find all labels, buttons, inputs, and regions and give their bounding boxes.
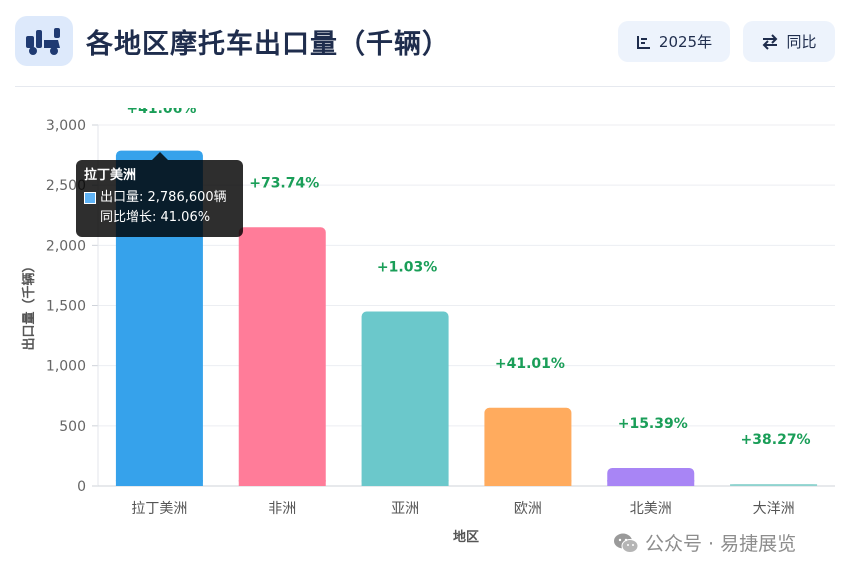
year-button-label: 2025年 <box>658 33 713 51</box>
tooltip-value-row: 出口量: 2,786,600辆 <box>84 188 235 208</box>
tooltip: 拉丁美洲 出口量: 2,786,600辆 同比增长: 41.06% <box>76 160 243 237</box>
bar-base <box>115 480 203 486</box>
bar-base <box>484 480 572 486</box>
bar-base <box>238 480 326 486</box>
x-tick-label: 欧洲 <box>514 501 542 517</box>
y-tick-label: 1,000 <box>46 359 86 375</box>
tooltip-caret <box>152 152 168 160</box>
yoy-button-label: 同比 <box>786 33 817 51</box>
bar[interactable] <box>238 227 326 487</box>
header-divider <box>15 86 835 87</box>
bar-chart-icon <box>636 35 650 49</box>
watermark: 公众号 · 易捷展览 <box>613 529 796 556</box>
bar-base <box>730 484 818 486</box>
yoy-button[interactable]: 同比 <box>743 21 835 62</box>
header: 各地区摩托车出口量（千辆） 2025年 同比 <box>0 0 860 86</box>
growth-label: +38.27% <box>741 432 811 448</box>
y-tick-label: 3,000 <box>46 118 86 134</box>
swap-arrows-icon <box>763 33 778 50</box>
growth-label: +73.74% <box>249 175 319 191</box>
motorcycle-icon <box>15 16 73 66</box>
tooltip-title: 拉丁美洲 <box>84 168 137 183</box>
growth-label: +41.06% <box>126 101 196 117</box>
bar-base <box>607 480 695 486</box>
growth-label: +41.01% <box>495 356 565 372</box>
year-button[interactable]: 2025年 <box>618 21 730 62</box>
tooltip-value: 出口量: 2,786,600辆 <box>100 190 227 205</box>
x-tick-label: 亚洲 <box>391 501 419 517</box>
x-tick-label: 非洲 <box>268 501 296 517</box>
watermark-text: 公众号 · 易捷展览 <box>645 533 797 555</box>
page-title: 各地区摩托车出口量（千辆） <box>86 29 450 60</box>
y-axis-label: 出口量（千辆） <box>21 259 37 350</box>
wechat-icon <box>614 533 639 553</box>
bar[interactable] <box>484 407 572 486</box>
x-tick-label: 北美洲 <box>630 501 672 517</box>
x-tick-label: 大洋洲 <box>753 501 795 517</box>
bar-base <box>361 480 449 486</box>
growth-label: +1.03% <box>377 260 437 276</box>
growth-label: +15.39% <box>618 416 688 432</box>
y-tick-label: 2,000 <box>46 238 86 254</box>
tooltip-swatch <box>84 192 96 204</box>
x-tick-label: 拉丁美洲 <box>131 501 187 517</box>
y-tick-label: 1,500 <box>46 299 86 315</box>
bar[interactable] <box>361 311 449 486</box>
y-tick-label: 0 <box>77 479 86 495</box>
y-tick-label: 500 <box>59 419 86 435</box>
y-tick-label: 2,500 <box>46 178 86 194</box>
x-axis-label: 地区 <box>453 529 479 545</box>
tooltip-growth: 同比增长: 41.06% <box>100 210 211 225</box>
